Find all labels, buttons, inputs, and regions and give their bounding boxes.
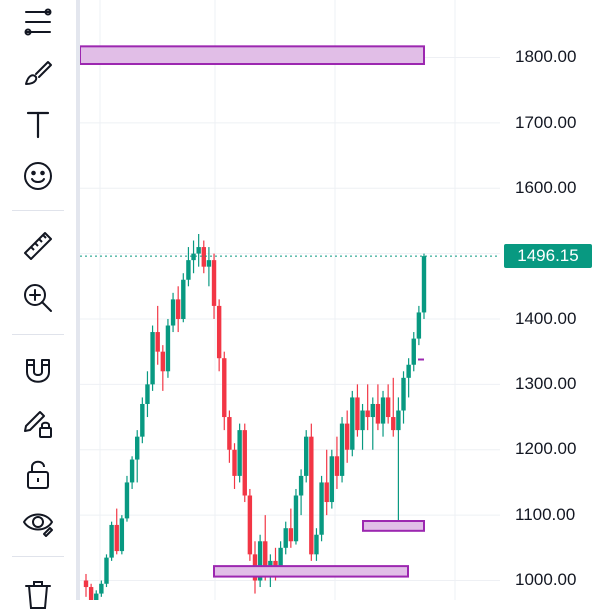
candle-body <box>232 449 237 476</box>
candle-body <box>196 247 201 254</box>
candle-body <box>94 593 99 601</box>
price-tick: 1700.00 <box>515 113 577 132</box>
candle-body <box>150 332 155 385</box>
price-axis[interactable]: 1800.00 1700.00 1600.00 1400.00 1300.00 … <box>500 0 600 600</box>
eye-icon[interactable] <box>16 500 60 544</box>
candle-body <box>329 456 335 503</box>
candle-body <box>216 305 222 359</box>
fib-tool-icon[interactable] <box>16 0 60 44</box>
candle-body <box>145 384 150 404</box>
candle-body <box>181 279 186 319</box>
candle-body <box>222 358 227 418</box>
trash-icon[interactable] <box>16 572 60 616</box>
candle-body <box>237 430 242 476</box>
lock-drawing-icon[interactable] <box>16 400 60 444</box>
price-tick: 1600.00 <box>515 178 577 197</box>
candle-body <box>99 583 104 594</box>
price-tick: 1300.00 <box>515 374 577 393</box>
candle-body <box>129 459 135 483</box>
zone-rectangle <box>79 45 425 65</box>
zone-rectangle <box>362 520 425 532</box>
candle-body <box>334 456 340 476</box>
candle-body <box>288 528 294 542</box>
candle-body <box>140 403 145 437</box>
candle-body <box>375 403 381 424</box>
candle-body <box>298 475 304 496</box>
candle-body <box>411 338 416 365</box>
candle-body <box>135 436 140 460</box>
candle-body <box>104 557 109 584</box>
candle-body <box>186 260 191 280</box>
candle-body <box>344 423 350 450</box>
candle-body <box>360 410 365 431</box>
candle-body <box>114 524 119 552</box>
candle-body <box>401 377 406 411</box>
candle-body <box>109 524 114 558</box>
zone-rectangle <box>213 565 409 578</box>
magnet-icon[interactable] <box>16 348 60 392</box>
candle-body <box>421 256 427 313</box>
candle-body <box>416 312 422 339</box>
toolbar-divider <box>12 210 64 211</box>
price-tick: 1800.00 <box>515 47 577 66</box>
candle-body <box>278 547 283 574</box>
candle-body <box>227 417 232 450</box>
candle-body <box>314 534 319 555</box>
candle-body <box>319 482 324 535</box>
candle-body <box>385 397 391 418</box>
price-tick: 1400.00 <box>515 309 577 328</box>
candle-body <box>257 541 263 581</box>
candle-body <box>175 299 181 319</box>
candle-body <box>293 495 299 542</box>
price-tick: 1100.00 <box>515 505 576 524</box>
emoji-icon[interactable] <box>16 154 60 198</box>
last-price-label: 1496.15 <box>504 244 592 268</box>
candle-body <box>160 351 166 372</box>
candle-body <box>370 403 375 418</box>
candle-body <box>165 325 171 372</box>
candle-body <box>283 528 288 548</box>
candle-body <box>365 410 370 418</box>
candle-body <box>83 580 89 588</box>
text-icon[interactable] <box>16 102 60 146</box>
candle-body <box>355 397 360 431</box>
price-tick: 1000.00 <box>515 570 577 589</box>
candle-body <box>268 560 273 568</box>
candle-body <box>170 299 176 326</box>
toolbar-divider <box>12 556 64 557</box>
candle-body <box>391 417 396 431</box>
candle-body <box>339 423 345 476</box>
candle-body <box>247 495 253 555</box>
candle-body <box>242 430 247 496</box>
toolbar-divider <box>12 334 64 335</box>
drawing-toolbar <box>0 0 76 609</box>
candle-body <box>304 436 309 476</box>
candle-body <box>309 436 314 555</box>
candle-body <box>211 260 217 306</box>
ruler-icon[interactable] <box>16 224 60 268</box>
toolbar-scrollbar[interactable] <box>76 0 80 600</box>
zoom-in-icon[interactable] <box>16 276 60 320</box>
candle-body <box>124 482 130 519</box>
candle-body <box>406 364 411 378</box>
candle-body <box>88 587 94 601</box>
chart-pane[interactable] <box>79 0 500 607</box>
candle-body <box>396 410 401 431</box>
candle-body <box>206 260 212 267</box>
unlock-icon[interactable] <box>16 452 60 496</box>
candle-body <box>201 247 206 267</box>
candle-body <box>350 397 355 450</box>
candle-body <box>380 397 386 424</box>
candle-body <box>155 332 160 352</box>
candle-body <box>191 253 196 261</box>
candlestick-chart[interactable] <box>79 0 500 607</box>
candle-body <box>263 541 268 568</box>
candle-body <box>324 482 329 503</box>
candle-body <box>119 518 125 552</box>
price-tick: 1200.00 <box>515 439 577 458</box>
brush-icon[interactable] <box>16 50 60 94</box>
